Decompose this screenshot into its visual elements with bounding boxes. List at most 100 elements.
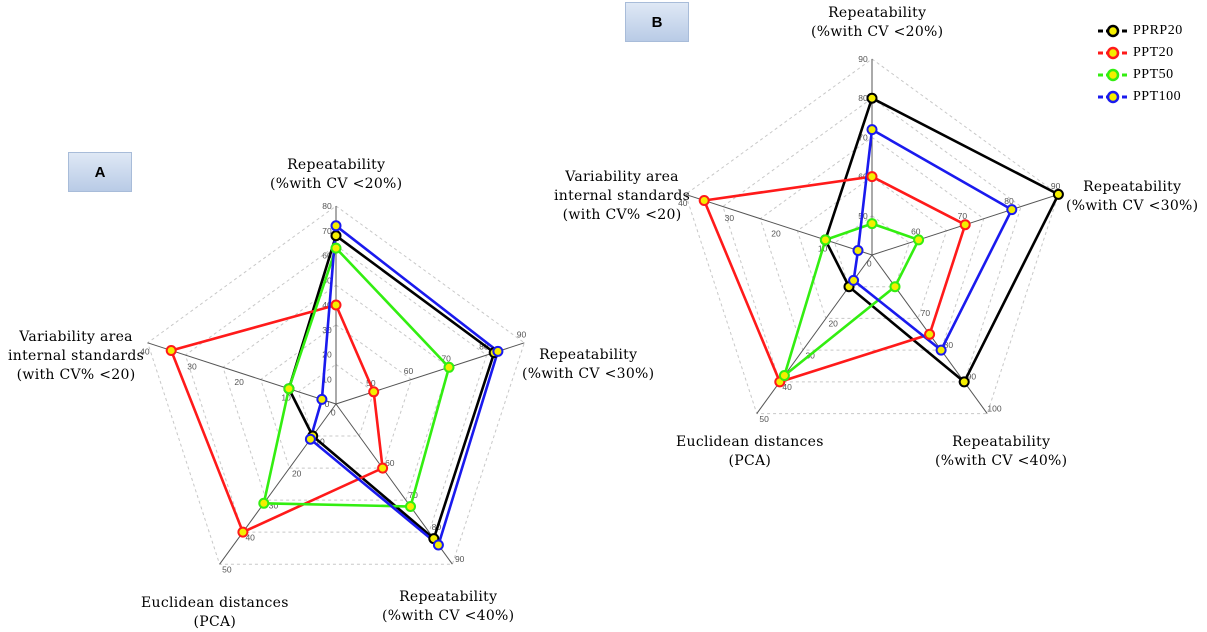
panel-label-a: A [68,152,132,192]
axis-title-b-2: Repeatability (%with CV <40%) [935,433,1067,471]
axis-title-b-4: Variability area internal standards (with … [554,168,690,225]
axis-title-line: (%with CV <30%) [522,366,655,382]
series-line-pprp20 [823,96,1061,384]
axis-title-line: (%with CV <20%) [270,176,403,192]
tick-label: 80 [322,201,332,211]
panel-label-b: B [625,2,689,42]
grid-ring [222,284,450,501]
point-ppt50 [778,370,790,381]
axis-title-line: internal standards [8,348,145,364]
axis-title-a-3: Euclidean distances (PCA) [141,594,289,632]
point-ppt50 [913,234,925,246]
axis-title-line: (with CV% <20) [16,367,136,383]
axis-title-a-4: Variability area internal standards (with … [8,328,144,385]
series-line-pprp20 [287,233,496,541]
tick-label: 30 [269,500,279,510]
axis-title-line: (%with CV <20%) [811,24,944,40]
point-ppt50 [330,242,342,254]
point-ppt50 [866,218,878,230]
tick-label: 50 [222,565,232,575]
point-ppt100 [304,433,316,445]
grid-ring [759,136,985,351]
point-ppt20 [377,462,389,474]
grid-ring [685,58,1059,415]
tick-label: 70 [958,211,968,221]
legend-label-ppt20: PPT20 [1133,45,1174,60]
point-ppt50 [258,497,270,509]
series-line-ppt20 [169,303,385,534]
grid-ring [834,215,910,288]
tick-label: 60 [385,458,395,468]
point-pprp20 [958,376,970,388]
axis-title-a-0: Repeatability (%with CV <20%) [270,156,402,194]
tick-label: 20 [828,319,838,329]
legend-swatch-ppt50 [1098,68,1128,82]
axis-title-line: Repeatability [287,157,386,173]
axis-title-line: Euclidean distances [141,595,289,611]
point-ppt100 [316,393,328,405]
tick-label: 60 [911,226,921,236]
point-ppt20 [368,386,380,398]
tick-label: 50 [759,414,769,424]
axis-spoke [219,403,337,565]
tick-label: 90 [455,554,465,564]
axis-title-line: (%with CV <40%) [935,453,1068,469]
axis-title-b-0: Repeatability (%with CV <20%) [811,4,943,42]
series-line-ppt100 [852,127,1014,353]
legend-label-ppt50: PPT50 [1133,67,1174,82]
axis-title-line: Variability area [19,329,133,345]
axis-title-b-3: Euclidean distances (PCA) [676,433,824,471]
tick-label: 70 [921,308,931,318]
tick-label: 40 [782,382,792,392]
axis-title-line: (PCA) [193,614,237,630]
tick-label: 0 [867,259,872,269]
axis-title-line: (PCA) [728,453,772,469]
tick-label: 50 [322,275,332,285]
grid-ring [722,97,1022,383]
legend-swatch-ppt100 [1098,90,1128,104]
tick-label: 10 [322,374,332,384]
point-ppt20 [698,195,710,206]
axis-title-a-1: Repeatability (%with CV <30%) [522,346,654,384]
legend-item-ppt50: PPT50 [1097,64,1183,86]
point-pprp20 [330,230,342,242]
legend-item-ppt20: PPT20 [1097,42,1183,64]
tick-label: 90 [517,329,527,339]
grid-ring [147,205,525,565]
radar-chart-a: 0102030405060708050607080906070809010203… [140,201,526,575]
point-ppt20 [330,299,342,311]
point-ppt20 [959,219,971,231]
tick-label: 90 [1051,181,1061,191]
series-line-ppt20 [702,175,967,384]
tick-label: 60 [322,251,332,261]
point-ppt100 [432,539,444,551]
point-pprp20 [866,92,878,104]
axis-title-line: Repeatability [399,589,498,605]
axis-title-line: Euclidean distances [676,434,824,450]
point-pprp20 [1052,188,1064,200]
tick-label: 40 [678,198,688,208]
tick-label: 30 [725,213,735,223]
legend-item-ppt100: PPT100 [1097,86,1183,108]
tick-label: 90 [967,372,977,382]
radar-chart-b: 5060708090607080907080901002030405001020… [678,54,1064,424]
grid-ring [297,363,375,437]
point-ppt100 [848,274,860,286]
tick-label: 70 [322,226,332,236]
axis-title-line: (%with CV <40%) [382,608,515,624]
tick-label: 60 [404,366,414,376]
axis-title-line: Variability area [565,169,679,185]
legend-swatch-pprp20 [1098,24,1128,38]
axis-title-line: internal standards [554,188,691,204]
axis-title-a-2: Repeatability (%with CV <40%) [382,588,514,626]
legend-label-ppt100: PPT100 [1133,89,1182,104]
series-line-ppt50 [262,245,451,508]
axis-title-line: Repeatability [952,434,1051,450]
point-ppt20 [924,328,936,340]
tick-label: 40 [245,532,255,542]
point-ppt20 [866,171,878,183]
tick-label: 70 [858,132,868,142]
point-ppt50 [889,281,901,293]
axis-title-line: Repeatability [828,5,927,21]
axis-title-line: (with CV% <20) [562,207,682,223]
